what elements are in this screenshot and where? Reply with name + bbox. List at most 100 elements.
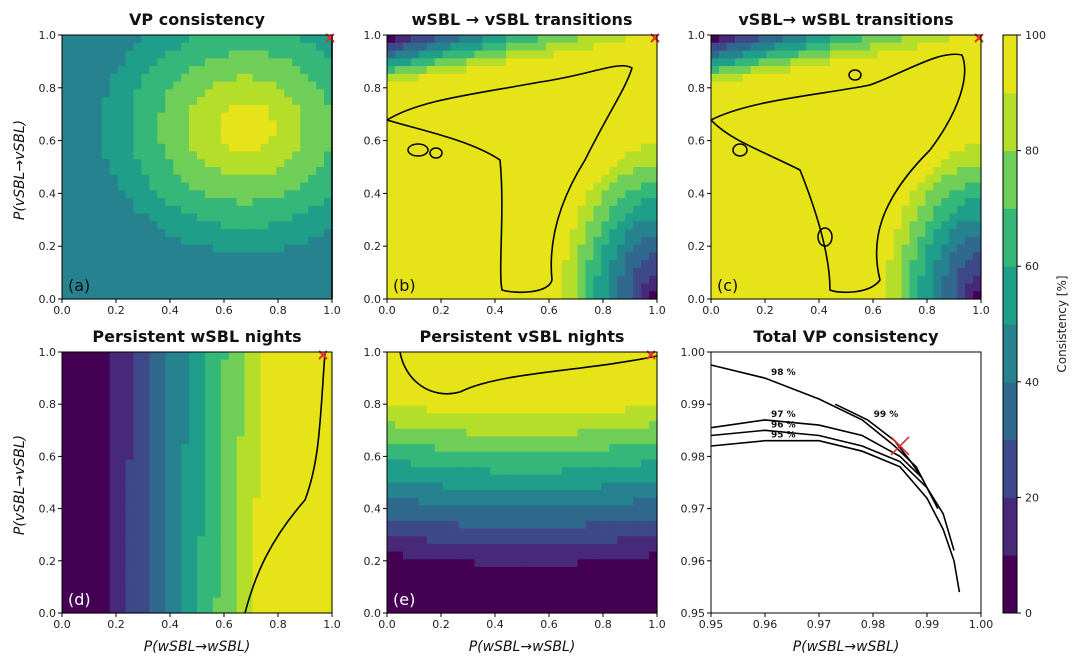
heat-cell — [252, 390, 262, 399]
heat-cell — [434, 58, 444, 67]
heat-cell — [93, 283, 103, 292]
heat-cell — [726, 73, 736, 83]
heat-cell — [117, 436, 127, 445]
heat-cell — [236, 459, 246, 468]
heat-cell — [149, 128, 158, 137]
heat-cell — [838, 151, 847, 160]
heat-cell — [474, 291, 483, 300]
heat-cell — [838, 89, 847, 98]
heat-cell — [853, 97, 863, 106]
heat-cell — [165, 490, 174, 499]
heat-cell — [133, 474, 143, 484]
heat-cell — [522, 73, 531, 83]
heat-cell — [62, 213, 71, 222]
heat-cell — [165, 405, 174, 415]
heat-cell — [798, 283, 807, 292]
heat-cell — [514, 120, 523, 129]
heat-cell — [244, 174, 254, 184]
heat-cell — [522, 151, 531, 160]
heat-cell — [957, 260, 966, 269]
heat-cell — [846, 236, 855, 246]
heat-cell — [418, 112, 428, 122]
heat-cell — [117, 559, 127, 568]
heat-cell — [941, 291, 950, 300]
heat-cell — [458, 482, 468, 491]
heat-cell — [410, 520, 420, 530]
heat-cell — [734, 143, 744, 153]
heat-cell — [814, 58, 823, 67]
heat-cell — [522, 42, 531, 52]
heat-cell — [284, 182, 293, 191]
heat-cell — [766, 112, 776, 122]
heat-cell — [276, 459, 285, 468]
heat-cell — [742, 73, 752, 83]
heat-cell — [157, 167, 166, 176]
heat-cell — [726, 275, 736, 285]
heat-cell — [308, 421, 317, 430]
heat-cell — [268, 58, 278, 67]
heat-cell — [498, 275, 507, 285]
heat-cell — [62, 605, 71, 614]
heat-cell — [197, 505, 206, 514]
heat-cell — [466, 474, 475, 484]
heat-cell — [204, 213, 214, 222]
heat-cell — [212, 143, 222, 153]
heat-cell — [276, 159, 285, 168]
heat-cell — [766, 174, 776, 184]
heat-cell — [949, 104, 958, 114]
heat-cell — [300, 135, 309, 145]
heat-cell — [434, 536, 444, 545]
heat-cell — [798, 244, 807, 254]
heat-cell — [324, 252, 333, 261]
heat-cell — [758, 58, 768, 67]
heat-cell — [394, 104, 404, 114]
heat-cell — [758, 275, 768, 285]
heat-cell — [204, 190, 214, 199]
heat-cell — [593, 275, 603, 285]
heat-cell — [252, 459, 262, 468]
heat-cell — [514, 283, 523, 292]
heat-cell — [220, 428, 230, 438]
heat-cell — [284, 451, 293, 461]
heat-cell — [228, 66, 238, 75]
heat-cell — [109, 467, 119, 476]
heat-cell — [125, 205, 135, 215]
heat-cell — [822, 174, 831, 184]
heat-cell — [949, 58, 958, 67]
heat-cell — [276, 467, 285, 476]
heat-cell — [165, 42, 174, 52]
heat-cell — [85, 490, 95, 499]
heat-cell — [117, 482, 127, 491]
heat-cell — [93, 120, 103, 129]
heat-cell — [252, 536, 262, 545]
heat-cell — [173, 582, 182, 591]
heat-cell — [426, 528, 436, 537]
heat-cell — [284, 459, 293, 468]
heat-cell — [101, 174, 111, 184]
heat-cell — [830, 260, 839, 269]
heat-cell — [617, 81, 626, 90]
heat-cell — [434, 513, 444, 522]
heat-cell — [394, 35, 404, 44]
heat-cell — [141, 375, 150, 384]
heat-cell — [458, 451, 468, 461]
heat-cell — [442, 50, 452, 59]
heat-cell — [244, 505, 254, 514]
heat-cell — [387, 551, 396, 560]
heat-cell — [77, 551, 87, 560]
heat-cell — [252, 551, 262, 560]
heat-cell — [838, 50, 847, 59]
heat-cell — [418, 359, 428, 368]
heat-cell — [197, 267, 206, 277]
heat-cell — [537, 213, 547, 222]
heat-cell — [893, 143, 903, 153]
heat-cell — [450, 436, 460, 445]
heat-cell — [93, 42, 103, 52]
heat-cell — [410, 444, 420, 453]
heat-cell — [577, 120, 587, 129]
heat-cell — [561, 174, 571, 184]
heat-cell — [561, 50, 571, 59]
heat-cell — [197, 352, 206, 361]
heat-cell — [77, 81, 87, 90]
heat-cell — [846, 128, 855, 137]
